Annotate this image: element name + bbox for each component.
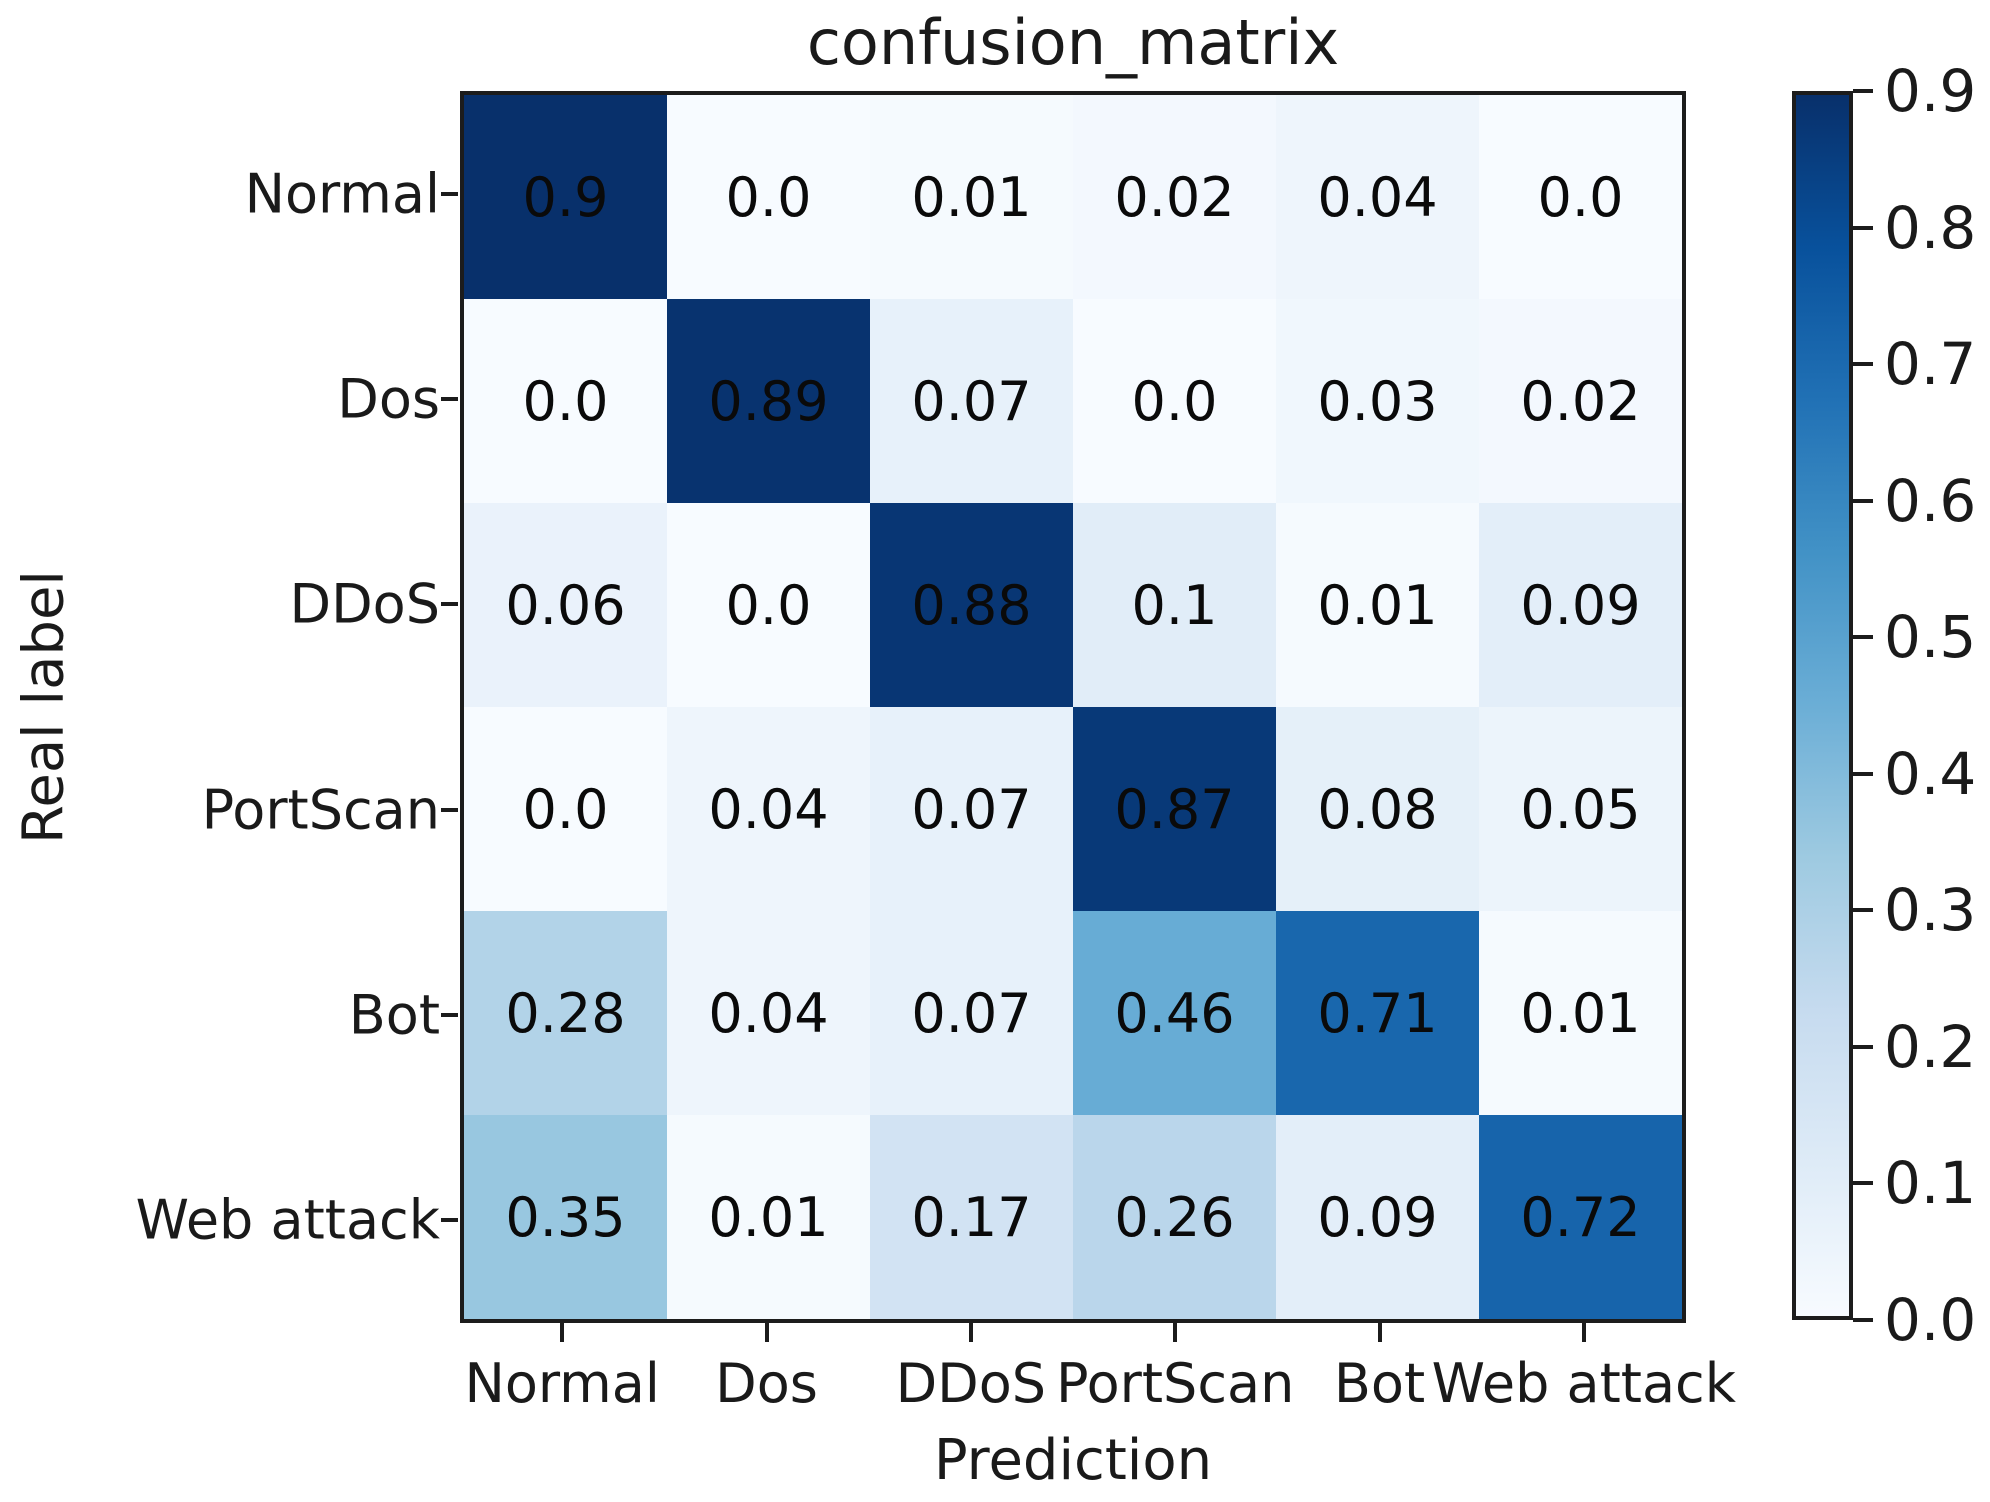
heatmap-cell: 0.71	[1276, 911, 1479, 1115]
colorbar-tick-mark	[1853, 635, 1873, 640]
y-tick-mark	[441, 191, 458, 196]
heatmap-cell: 0.1	[1073, 503, 1276, 707]
heatmap-cell: 0.04	[667, 707, 870, 911]
heatmap-cell: 0.01	[870, 95, 1073, 299]
heatmap-cell: 0.06	[464, 503, 667, 707]
heatmap-cell: 0.46	[1073, 911, 1276, 1115]
colorbar-tick-mark	[1853, 1181, 1873, 1186]
heatmap-grid: 0.9 0.0 0.01 0.02 0.04 0.0 0.0 0.89 0.07 0.0 0.03 0…	[460, 91, 1686, 1323]
y-tick-label: Normal	[244, 162, 440, 226]
x-tick-mark	[764, 1323, 769, 1342]
heatmap-cell: 0.0	[667, 95, 870, 299]
y-tick-label: DDoS	[289, 572, 440, 636]
heatmap-cell: 0.04	[667, 911, 870, 1115]
colorbar-tick-mark	[1853, 89, 1873, 93]
heatmap-cell: 0.05	[1479, 707, 1682, 911]
colorbar-tick-mark	[1853, 1318, 1873, 1322]
colorbar-tick-label: 0.2	[1884, 1012, 1977, 1081]
heatmap-cell: 0.28	[464, 911, 667, 1115]
y-tick-mark	[441, 397, 458, 401]
colorbar-tick-mark	[1853, 908, 1873, 913]
heatmap-cell: 0.89	[667, 299, 870, 503]
colorbar	[1792, 91, 1853, 1320]
y-tick-mark	[441, 1013, 458, 1017]
heatmap-cell: 0.0	[464, 707, 667, 911]
x-tick-label: Bot	[1333, 1352, 1426, 1415]
heatmap-cell: 0.09	[1276, 1115, 1479, 1319]
heatmap-cell: 0.17	[870, 1115, 1073, 1319]
y-tick-label: Dos	[337, 367, 440, 431]
heatmap-cell: 0.08	[1276, 707, 1479, 911]
heatmap-cell: 0.0	[1073, 299, 1276, 503]
x-tick-mark	[560, 1323, 565, 1342]
heatmap-cell: 0.88	[870, 503, 1073, 707]
colorbar-tick-label: 0.0	[1884, 1286, 1977, 1354]
x-tick-mark	[1581, 1323, 1586, 1342]
heatmap-cell: 0.87	[1073, 707, 1276, 911]
y-tick-label: PortScan	[201, 778, 440, 842]
heatmap-cell: 0.07	[870, 911, 1073, 1115]
x-tick-label: Web attack	[1431, 1352, 1737, 1415]
x-tick-mark	[968, 1323, 973, 1342]
colorbar-tick-label: 0.7	[1884, 330, 1977, 399]
y-tick-mark	[441, 807, 458, 812]
y-tick-label: Web attack	[135, 1188, 440, 1252]
heatmap-cell: 0.07	[870, 707, 1073, 911]
heatmap-cell: 0.0	[1479, 95, 1682, 299]
x-tick-label: Normal	[464, 1352, 660, 1415]
heatmap-cell: 0.07	[870, 299, 1073, 503]
colorbar-tick-mark	[1853, 362, 1873, 367]
y-tick-label: Bot	[348, 983, 440, 1047]
heatmap-cell: 0.01	[1276, 503, 1479, 707]
heatmap-cell: 0.72	[1479, 1115, 1682, 1319]
colorbar-tick-mark	[1853, 1044, 1873, 1049]
colorbar-tick-label: 0.5	[1884, 603, 1977, 672]
heatmap-cell: 0.9	[464, 95, 667, 299]
heatmap-cell: 0.0	[667, 503, 870, 707]
heatmap-cell: 0.02	[1479, 299, 1682, 503]
y-tick-mark	[441, 602, 458, 607]
x-tick-label: DDoS	[895, 1352, 1047, 1415]
heatmap-cell: 0.09	[1479, 503, 1682, 707]
colorbar-tick-label: 0.6	[1884, 466, 1977, 535]
x-tick-label: Dos	[715, 1352, 818, 1415]
colorbar-tick-label: 0.4	[1884, 739, 1977, 808]
x-tick-mark	[1377, 1323, 1382, 1342]
colorbar-tick-mark	[1853, 498, 1873, 503]
heatmap-cell: 0.0	[464, 299, 667, 503]
heatmap-cell: 0.01	[1479, 911, 1682, 1115]
heatmap-cell: 0.03	[1276, 299, 1479, 503]
heatmap-cell: 0.02	[1073, 95, 1276, 299]
x-tick-label: PortScan	[1055, 1352, 1295, 1415]
colorbar-tick-label: 0.1	[1884, 1149, 1977, 1218]
chart-title: confusion_matrix	[806, 6, 1340, 79]
y-tick-mark	[441, 1218, 458, 1223]
x-axis-label: Prediction	[933, 1428, 1213, 1493]
colorbar-tick-mark	[1853, 225, 1873, 230]
heatmap-cell: 0.01	[667, 1115, 870, 1319]
heatmap-cell: 0.04	[1276, 95, 1479, 299]
colorbar-tick-label: 0.3	[1884, 876, 1977, 945]
colorbar-tick-label: 0.8	[1884, 193, 1977, 262]
heatmap-cell: 0.35	[464, 1115, 667, 1319]
colorbar-tick-mark	[1853, 771, 1873, 776]
colorbar-tick-label: 0.9	[1884, 57, 1977, 125]
x-tick-mark	[1173, 1323, 1178, 1342]
heatmap-cell: 0.26	[1073, 1115, 1276, 1319]
